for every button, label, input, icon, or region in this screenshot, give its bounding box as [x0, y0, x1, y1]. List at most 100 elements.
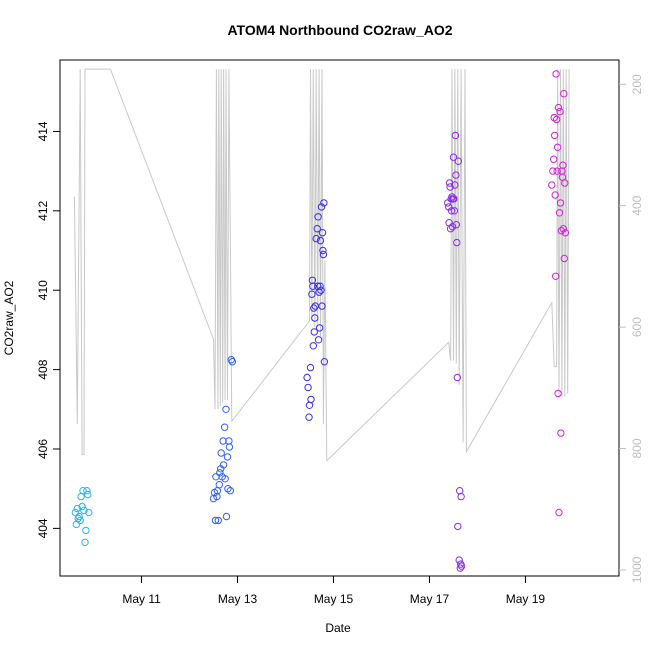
x-tick-label-4: May 17	[410, 592, 450, 606]
data-point-s3-10	[309, 342, 317, 350]
data-point-s3-6	[307, 395, 315, 404]
data-point-s4-8	[447, 207, 456, 215]
data-point-s2-11	[217, 449, 225, 457]
data-point-s3-27	[318, 229, 327, 237]
data-point-s3-19	[314, 336, 323, 344]
data-point-s4-25	[456, 564, 464, 572]
data-point-s5-3	[550, 155, 558, 163]
data-point-s3-22	[316, 282, 324, 290]
data-point-s2-23	[226, 487, 235, 495]
data-point-s2-25	[228, 358, 237, 366]
x-axis: May 11 May 13 May 15 May 17 May 19	[122, 576, 545, 606]
data-point-s5-1	[548, 181, 556, 189]
data-point-s2-4	[212, 473, 220, 481]
data-point-s4-18	[452, 221, 460, 229]
data-point-s5-12	[554, 389, 562, 398]
data-point-s4-27	[457, 492, 465, 501]
data-point-s1-14	[84, 490, 92, 499]
data-point-s3-5	[306, 363, 315, 372]
y-axis-right: 200 400 600 800 1000	[619, 74, 644, 583]
data-point-s5-18	[557, 429, 565, 437]
data-point-s5-2	[549, 167, 557, 175]
y-tick-label-3: 408	[36, 359, 50, 379]
data-point-s4-10	[448, 223, 457, 231]
data-point-s4-6	[446, 225, 455, 233]
data-point-s4-5	[446, 183, 454, 191]
data-point-s4-22	[454, 157, 462, 165]
y-axis-label: CO2raw_AO2	[2, 280, 16, 355]
data-point-s2-17	[222, 405, 230, 413]
data-point-s1-15	[85, 508, 93, 517]
data-point-s5-13	[554, 103, 563, 112]
data-point-s5-9	[552, 115, 561, 124]
data-point-s4-20	[453, 373, 461, 382]
y2-tick-label-1: 200	[630, 74, 644, 94]
data-point-s1-9	[79, 487, 87, 495]
data-point-s4-16	[451, 131, 460, 140]
y-tick-label-4: 410	[36, 280, 50, 300]
data-point-s4-15	[451, 181, 459, 189]
data-point-s1-1	[71, 508, 80, 517]
data-point-s4-24	[456, 487, 464, 495]
secondary-line-layer	[73, 68, 570, 462]
data-point-s4-21	[454, 522, 462, 531]
data-point-s3-30	[320, 199, 328, 207]
data-point-s3-9	[309, 282, 317, 290]
data-point-s2-14	[219, 461, 228, 469]
data-point-s5-4	[550, 113, 558, 122]
data-point-s3-12	[310, 328, 318, 336]
x-tick-label-3: May 15	[314, 592, 354, 606]
data-point-s5-7	[552, 272, 560, 280]
data-point-s4-12	[449, 153, 458, 161]
y-tick-label-5: 412	[36, 200, 50, 220]
data-point-s5-25	[560, 254, 568, 263]
data-point-s3-26	[318, 302, 326, 310]
data-point-s1-13	[83, 487, 91, 495]
data-point-s4-13	[450, 195, 458, 203]
data-point-s3-28	[319, 246, 327, 255]
data-point-s3-7	[308, 290, 316, 298]
data-point-s4-14	[450, 207, 459, 215]
data-point-s3-21	[315, 324, 324, 332]
data-point-s5-24	[560, 90, 568, 98]
y2-tick-label-3: 600	[630, 317, 644, 337]
data-point-s4-23	[455, 556, 463, 564]
data-point-s3-1	[303, 373, 311, 382]
secondary-line	[73, 68, 570, 462]
data-point-s1-8	[78, 502, 86, 511]
data-point-s3-11	[310, 304, 318, 312]
data-point-s5-5	[551, 131, 559, 140]
data-point-s4-28	[457, 562, 466, 570]
y2-tick-label-5: 1000	[630, 556, 644, 583]
data-point-s3-24	[317, 286, 325, 294]
data-point-s1-2	[72, 520, 81, 529]
data-point-s5-22	[559, 161, 567, 169]
data-point-s5-11	[553, 143, 562, 152]
plot-frame	[59, 59, 620, 577]
data-point-s2-22	[225, 443, 234, 451]
data-point-s5-6	[551, 191, 559, 199]
data-point-s5-14	[555, 508, 563, 517]
x-tick-label-5: May 19	[506, 592, 546, 606]
data-point-s1-3	[73, 504, 82, 513]
y-tick-label-6: 414	[36, 121, 50, 141]
y-tick-label-1: 404	[36, 518, 50, 538]
data-point-s5-23	[559, 225, 567, 233]
data-point-s3-15	[312, 234, 320, 243]
data-point-s2-18	[222, 512, 231, 521]
data-point-s1-12	[82, 526, 90, 535]
data-point-s3-29	[319, 250, 328, 259]
data-point-s3-13	[311, 314, 319, 322]
data-point-s1-6	[76, 516, 84, 525]
data-point-s5-17	[556, 199, 565, 207]
y2-tick-label-4: 800	[630, 438, 644, 458]
chart-title: ATOM4 Northbound CO2raw_AO2	[227, 22, 452, 38]
data-point-s2-7	[214, 516, 223, 525]
data-point-s2-15	[220, 423, 229, 431]
data-point-s3-23	[316, 236, 325, 245]
x-tick-label-1: May 11	[122, 592, 161, 606]
data-point-s2-20	[224, 485, 232, 493]
y2-tick-label-2: 400	[630, 195, 644, 215]
data-point-s5-27	[561, 229, 569, 237]
